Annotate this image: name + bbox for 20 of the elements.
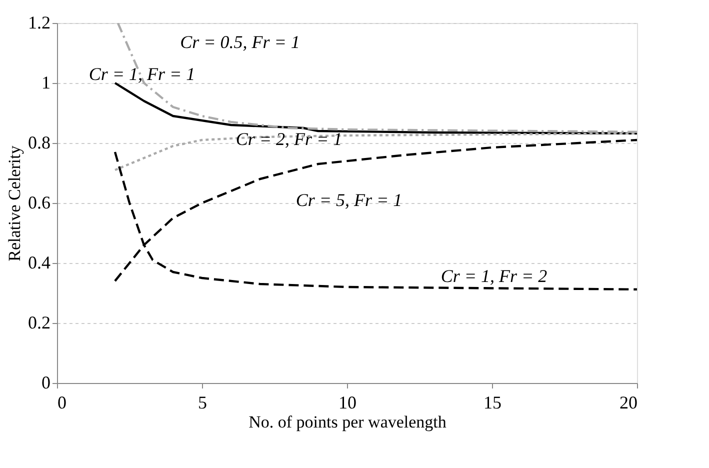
line-series	[114, 82, 637, 134]
y-tick-label: 0	[42, 372, 50, 392]
y-tick-label: 0.2	[28, 312, 50, 332]
x-tick-label: 20	[620, 392, 638, 412]
y-tick-label: 0.4	[28, 252, 50, 272]
annotation: Cr = 1, Fr = 1	[88, 64, 196, 84]
x-axis-title: No. of points per wavelength	[248, 412, 447, 432]
y-axis-title: Relative Celerity	[5, 145, 24, 262]
x-tick-label: 15	[484, 392, 502, 412]
annotation: Cr = 0.5, Fr = 1	[180, 32, 300, 52]
annotation: Cr = 1, Fr = 2	[440, 266, 548, 286]
x-tick-label: 0	[58, 392, 66, 412]
y-tick-label: 1.2	[28, 12, 50, 32]
y-tick-label: 0.6	[28, 192, 50, 212]
y-tick-label: 1	[42, 72, 50, 92]
x-tick-label: 10	[338, 392, 356, 412]
y-tick-label: 0.8	[28, 132, 50, 152]
x-tick-label: 5	[198, 392, 207, 412]
annotation: Cr = 5, Fr = 1	[296, 190, 402, 210]
annotation: Cr = 2, Fr = 1	[236, 129, 342, 149]
